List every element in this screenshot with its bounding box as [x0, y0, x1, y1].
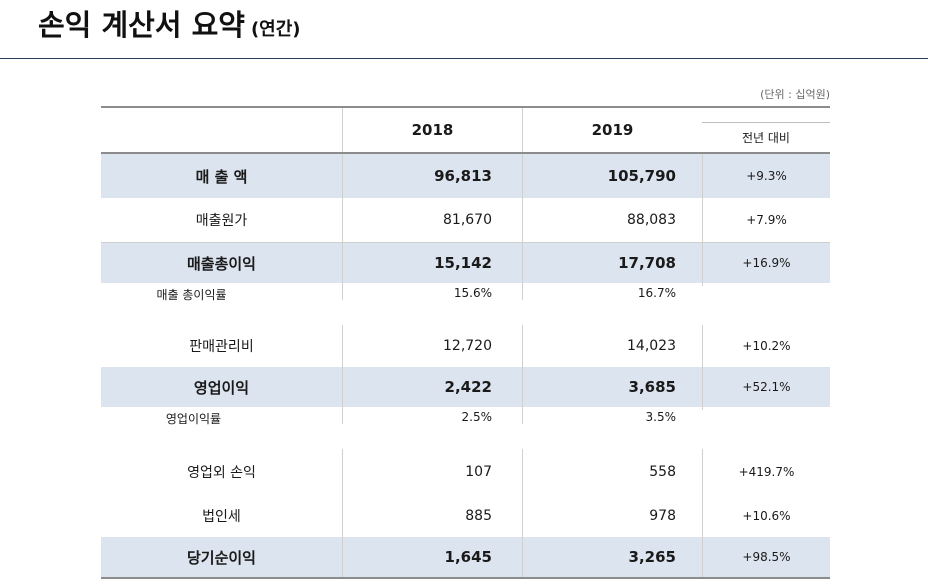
table-row-gross-profit: 매출총이익 15,142 17,708 +16.9%: [101, 243, 830, 283]
row-yoy: +7.9%: [702, 198, 830, 242]
row-label: 영업이익률: [165, 412, 222, 426]
row-2019: 105,790: [522, 154, 702, 198]
header-bottom-rule: [101, 152, 830, 154]
table-row-net-income: 당기순이익 1,645 3,265 +98.5%: [101, 537, 830, 579]
row-2019: 3.5%: [522, 407, 702, 424]
row-2018: 107: [342, 449, 522, 495]
row-2018: 81,670: [342, 198, 522, 242]
row-label: 판매관리비: [189, 339, 254, 355]
row-label: 매출총이익: [186, 254, 256, 273]
row-label: 당기순이익: [186, 548, 256, 567]
row-2018: 12,720: [342, 325, 522, 367]
row-2018: 1,645: [342, 537, 522, 577]
table-row-operating-margin: 영업이익률 2.5% 3.5%: [101, 407, 830, 449]
row-2019: 16.7%: [522, 283, 702, 300]
income-statement-table: 2018 2019 전년 대비 매 출 액 96,813 105,790 +9.…: [101, 106, 830, 579]
table-row-cogs: 매출원가 81,670 88,083 +7.9%: [101, 198, 830, 243]
page-title: 손익 계산서 요약 (연간): [38, 2, 301, 44]
table-row-gross-margin: 매출 총이익률 15.6% 16.7%: [101, 283, 830, 325]
header-2019: 2019: [522, 108, 702, 152]
table-top-rule: [101, 106, 830, 108]
row-label: 매출 총이익률: [156, 288, 227, 302]
row-2019: 17,708: [522, 243, 702, 283]
table-header-row: 2018 2019 전년 대비: [101, 108, 830, 152]
row-label: 법인세: [202, 509, 241, 525]
row-2019: 3,685: [522, 367, 702, 407]
row-yoy: +419.7%: [702, 449, 830, 495]
row-2018: 15,142: [342, 243, 522, 283]
row-2018: 15.6%: [342, 283, 522, 300]
row-2018: 2,422: [342, 367, 522, 407]
row-label: 매 출 액: [195, 167, 248, 186]
table-row-tax: 법인세 885 978 +10.6%: [101, 495, 830, 537]
page-title-suffix: (연간): [250, 19, 301, 40]
header-yoy-cell: 전년 대비: [702, 108, 830, 152]
row-2018: 885: [342, 495, 522, 537]
row-yoy: +10.2%: [702, 325, 830, 367]
table-row-revenue: 매 출 액 96,813 105,790 +9.3%: [101, 154, 830, 198]
row-yoy: [702, 407, 830, 410]
header-label: [101, 108, 342, 152]
row-yoy: +52.1%: [702, 367, 830, 407]
row-2019: 978: [522, 495, 702, 537]
row-yoy: +9.3%: [702, 154, 830, 198]
header-yoy: 전년 대비: [702, 122, 830, 152]
row-2018: 96,813: [342, 154, 522, 198]
row-yoy: +16.9%: [702, 243, 830, 283]
row-2019: 88,083: [522, 198, 702, 242]
row-yoy: +10.6%: [702, 495, 830, 537]
row-yoy: [702, 283, 830, 286]
row-label: 영업외 손익: [187, 465, 256, 481]
table-row-operating-profit: 영업이익 2,422 3,685 +52.1%: [101, 367, 830, 407]
row-2019: 14,023: [522, 325, 702, 367]
page-title-text: 손익 계산서 요약: [38, 8, 245, 42]
row-2019: 3,265: [522, 537, 702, 577]
row-2018: 2.5%: [342, 407, 522, 424]
row-label: 매출원가: [195, 213, 248, 229]
unit-note: (단위 : 십억원): [760, 88, 830, 101]
header-2018: 2018: [342, 108, 522, 152]
table-row-sga: 판매관리비 12,720 14,023 +10.2%: [101, 325, 830, 367]
row-yoy: +98.5%: [702, 537, 830, 577]
title-divider: [0, 58, 928, 59]
table-row-non-operating: 영업외 손익 107 558 +419.7%: [101, 449, 830, 495]
row-2019: 558: [522, 449, 702, 495]
row-label: 영업이익: [193, 378, 250, 397]
